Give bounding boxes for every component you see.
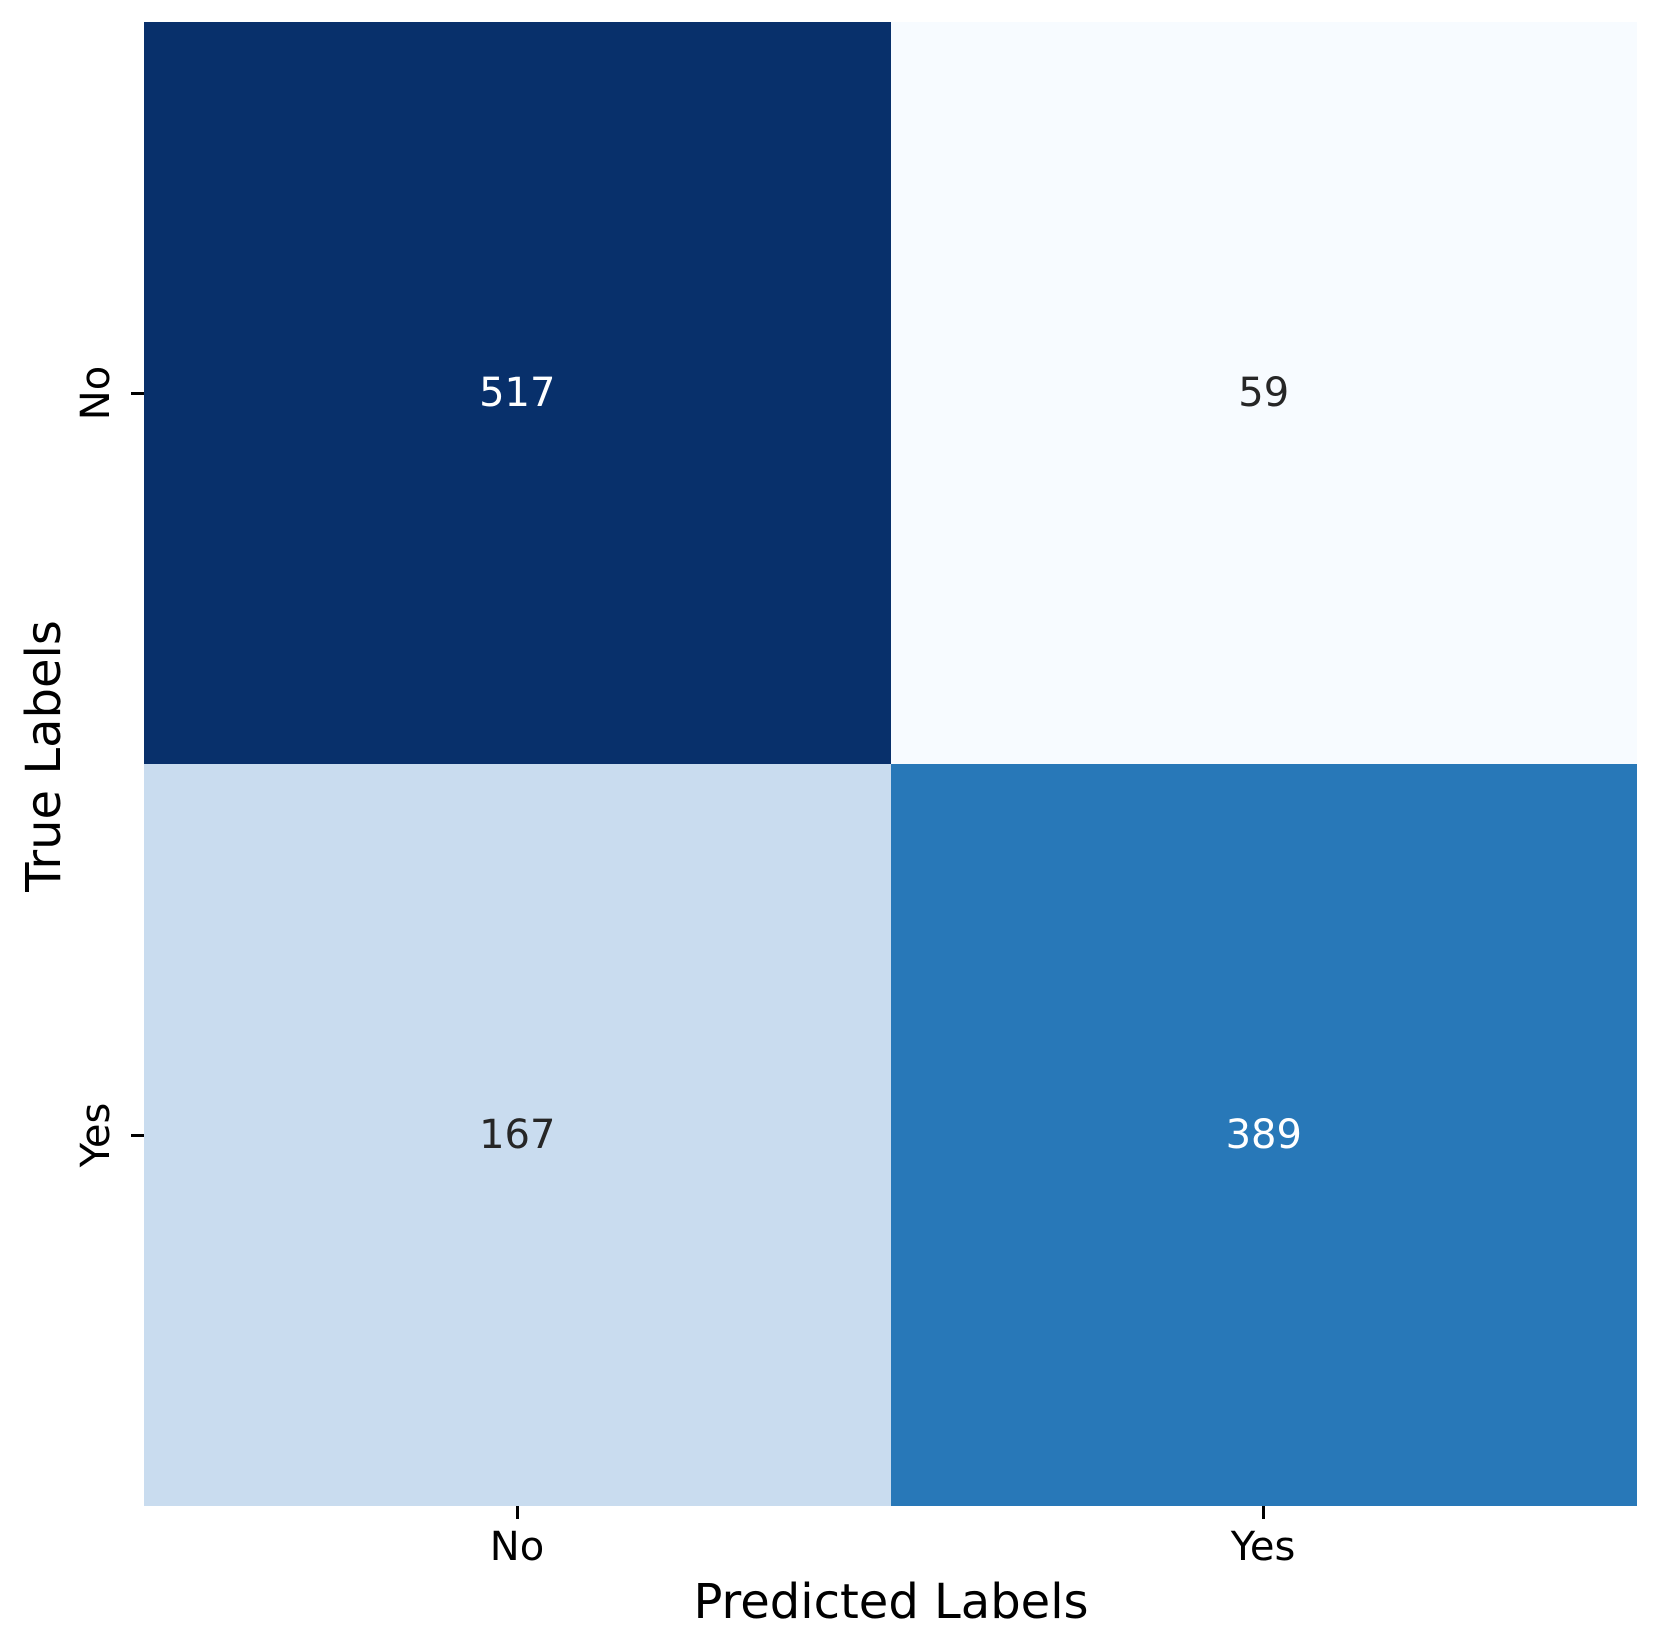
cell-true-yes-pred-no: 167: [144, 764, 891, 1506]
x-tick-label-yes: Yes: [1230, 1524, 1296, 1570]
cell-true-yes-pred-yes: 389: [890, 764, 1637, 1506]
y-axis-title: True Labels: [16, 620, 72, 892]
y-axis-tick-no: [131, 392, 144, 395]
y-tick-label-no: No: [73, 365, 119, 421]
heatmap-plot-area: 517 59 167 389: [144, 22, 1637, 1506]
y-axis-tick-yes: [131, 1134, 144, 1137]
cell-true-no-pred-yes: 59: [890, 22, 1637, 764]
y-tick-label-yes: Yes: [73, 1102, 119, 1168]
x-axis-title: Predicted Labels: [693, 1574, 1089, 1630]
x-tick-label-no: No: [489, 1524, 545, 1570]
cell-true-no-pred-no: 517: [144, 22, 891, 764]
x-axis-tick-no: [516, 1506, 519, 1519]
x-axis-tick-yes: [1262, 1506, 1265, 1519]
